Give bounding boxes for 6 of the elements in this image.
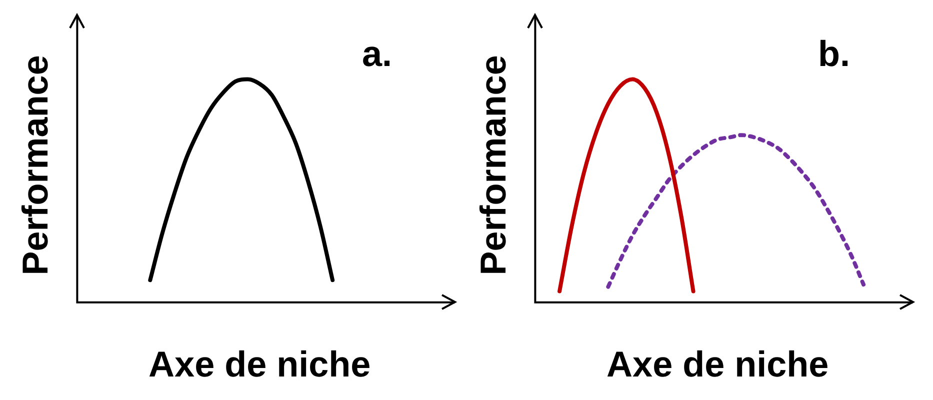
x-axis-title: Axe de niche	[148, 343, 371, 384]
text: b.	[818, 32, 850, 74]
y-axis-title: Performance	[472, 55, 514, 276]
y-axis-title: Performance	[14, 55, 56, 276]
x-axis-title: Axe de niche	[606, 343, 829, 384]
text: a.	[362, 32, 392, 74]
